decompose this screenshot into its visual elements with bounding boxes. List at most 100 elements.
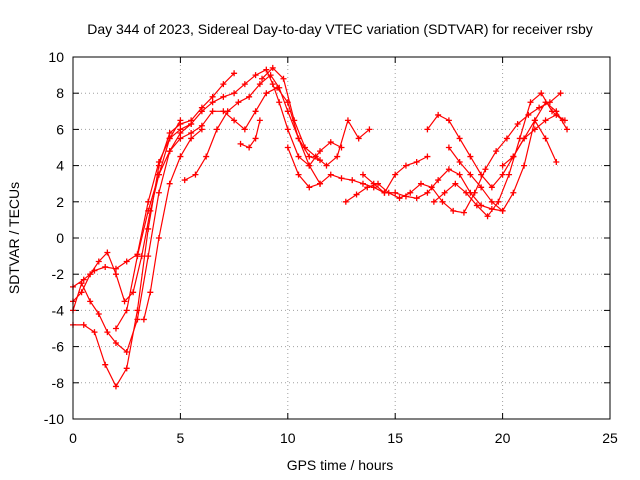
data-point bbox=[344, 117, 351, 124]
data-point bbox=[155, 158, 162, 165]
series-track-16 bbox=[499, 117, 560, 169]
data-point bbox=[553, 158, 560, 165]
data-point bbox=[235, 99, 242, 106]
data-point bbox=[220, 93, 227, 100]
series-track-9 bbox=[259, 64, 373, 169]
data-point bbox=[327, 139, 334, 146]
data-point bbox=[327, 171, 334, 178]
data-point bbox=[123, 258, 130, 265]
data-point bbox=[112, 271, 119, 278]
data-point bbox=[263, 66, 270, 73]
data-point bbox=[402, 193, 409, 200]
data-point bbox=[269, 81, 276, 88]
data-point bbox=[263, 90, 270, 97]
data-point bbox=[381, 189, 388, 196]
data-point bbox=[323, 162, 330, 169]
data-point bbox=[123, 365, 130, 372]
data-point bbox=[91, 329, 98, 336]
data-point bbox=[259, 75, 266, 82]
data-point bbox=[267, 72, 274, 79]
data-point bbox=[284, 144, 291, 151]
data-point bbox=[510, 153, 517, 160]
data-point bbox=[121, 298, 128, 305]
series-track-2 bbox=[70, 120, 195, 290]
data-point bbox=[413, 158, 420, 165]
data-point bbox=[209, 99, 216, 106]
y-tick-label: 8 bbox=[56, 85, 64, 101]
data-point bbox=[413, 195, 420, 202]
data-point bbox=[306, 184, 313, 191]
data-point bbox=[145, 198, 152, 205]
data-point bbox=[450, 207, 457, 214]
data-point bbox=[78, 280, 85, 287]
data-point bbox=[478, 184, 485, 191]
data-point bbox=[166, 135, 173, 142]
data-point bbox=[312, 153, 319, 160]
y-tick-label: -2 bbox=[52, 266, 65, 282]
series-line bbox=[239, 119, 261, 149]
x-tick-label: 5 bbox=[177, 430, 185, 446]
data-point bbox=[463, 189, 470, 196]
data-point bbox=[499, 207, 506, 214]
data-point bbox=[112, 339, 119, 346]
series-track-7 bbox=[181, 72, 324, 184]
data-point bbox=[439, 198, 446, 205]
grid bbox=[73, 57, 610, 419]
series-line bbox=[143, 128, 203, 320]
data-point bbox=[306, 162, 313, 169]
y-tick-label: -6 bbox=[52, 339, 65, 355]
data-point bbox=[392, 171, 399, 178]
data-point bbox=[349, 177, 356, 184]
data-point bbox=[241, 81, 248, 88]
data-point bbox=[209, 93, 216, 100]
data-point bbox=[456, 171, 463, 178]
data-point bbox=[112, 383, 119, 390]
data-point bbox=[188, 130, 195, 137]
data-point bbox=[166, 180, 173, 187]
data-point bbox=[134, 253, 141, 260]
data-point bbox=[177, 153, 184, 160]
data-point bbox=[527, 99, 534, 106]
y-tick-label: -4 bbox=[52, 302, 65, 318]
data-point bbox=[177, 117, 184, 124]
y-tick-label: -8 bbox=[52, 375, 65, 391]
data-point bbox=[252, 108, 259, 115]
data-point bbox=[510, 189, 517, 196]
x-tick-label: 10 bbox=[280, 430, 296, 446]
data-point bbox=[231, 70, 238, 77]
x-tick-label: 0 bbox=[69, 430, 77, 446]
x-tick-label: 15 bbox=[387, 430, 403, 446]
data-point bbox=[430, 198, 437, 205]
data-point bbox=[488, 184, 495, 191]
data-point bbox=[291, 117, 298, 124]
data-point bbox=[140, 316, 147, 323]
series-line bbox=[433, 92, 564, 217]
data-point bbox=[317, 148, 324, 155]
data-point bbox=[503, 135, 510, 142]
series-line bbox=[72, 69, 343, 353]
data-point bbox=[246, 144, 253, 151]
data-point bbox=[256, 117, 263, 124]
data-point bbox=[181, 177, 188, 184]
data-point bbox=[396, 195, 403, 202]
y-tick-label: 6 bbox=[56, 121, 64, 137]
data-point bbox=[536, 104, 543, 111]
data-point bbox=[256, 81, 263, 88]
data-point bbox=[521, 162, 528, 169]
y-tick-label: 0 bbox=[56, 230, 64, 246]
data-point bbox=[473, 202, 480, 209]
data-point bbox=[145, 253, 152, 260]
data-point bbox=[87, 298, 94, 305]
series-track-8 bbox=[237, 117, 263, 151]
data-point bbox=[407, 189, 414, 196]
data-point bbox=[478, 171, 485, 178]
data-point bbox=[224, 108, 231, 115]
data-point bbox=[456, 135, 463, 142]
x-tick-label: 25 bbox=[602, 430, 618, 446]
data-point bbox=[445, 144, 452, 151]
series-line bbox=[502, 119, 557, 167]
data-point bbox=[435, 177, 442, 184]
data-point bbox=[145, 225, 152, 232]
